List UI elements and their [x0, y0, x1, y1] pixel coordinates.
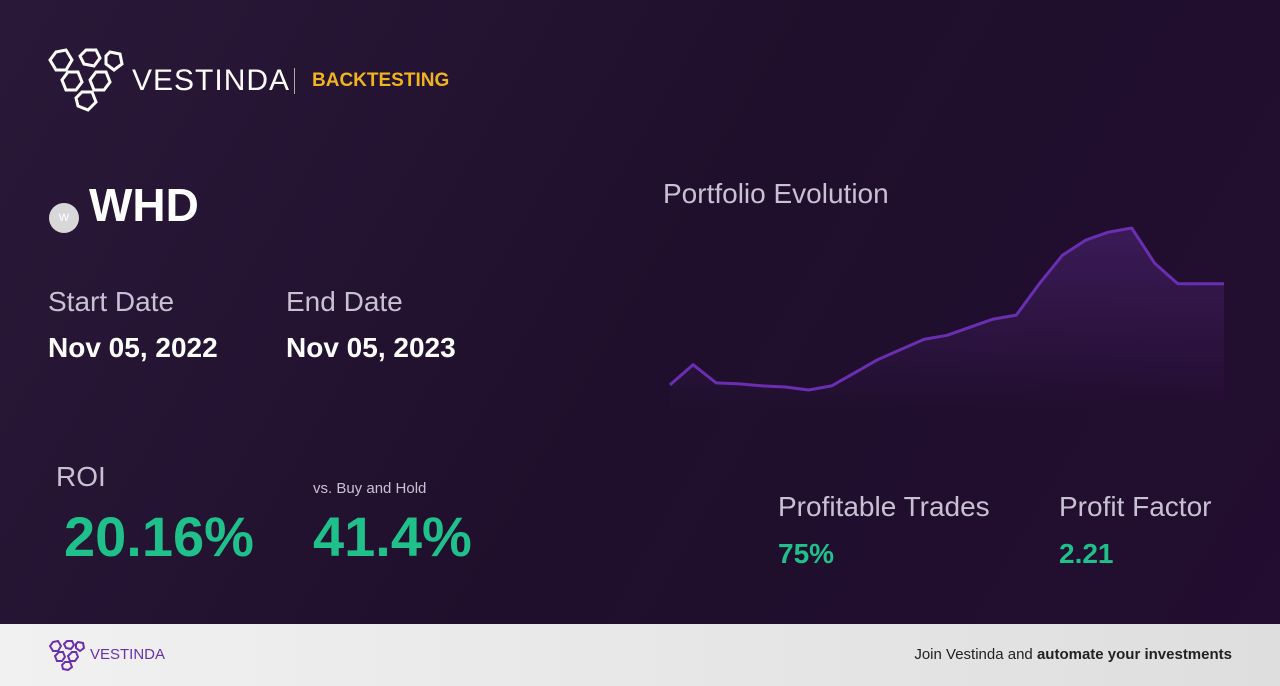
footer-text: Join Vestinda and	[914, 646, 1033, 663]
roi-value: 20.16%	[64, 505, 254, 568]
end-value: Nov 05, 2023	[286, 332, 456, 363]
chart	[669, 226, 1224, 410]
roi-label: ROI	[56, 461, 106, 492]
footer-cta: Join Vestinda and automate your investme…	[914, 646, 1232, 663]
bh-value: 41.4%	[313, 505, 472, 568]
divider	[294, 68, 295, 94]
brand: VESTINDA	[132, 64, 291, 97]
start-label: Start Date	[48, 286, 175, 317]
footer-text-bold[interactable]: automate your investments	[1036, 646, 1232, 663]
chart-title: Portfolio Evolution	[663, 178, 889, 209]
section: BACKTESTING	[312, 70, 450, 91]
end-label: End Date	[286, 286, 403, 317]
asset-icon: W	[49, 203, 79, 233]
start-value: Nov 05, 2022	[48, 332, 218, 363]
bh-label: vs. Buy and Hold	[313, 480, 427, 497]
factor-value: 2.21	[1059, 538, 1114, 569]
logo	[48, 48, 124, 112]
ticker: WHD	[89, 179, 199, 231]
trades-value: 75%	[778, 538, 835, 569]
trades-label: Profitable Trades	[778, 491, 990, 522]
line	[669, 226, 1224, 392]
footer-brand: VESTINDA	[90, 646, 166, 663]
footer-logo	[48, 639, 86, 671]
line-area	[670, 228, 1224, 410]
factor-label: Profit Factor	[1059, 491, 1212, 522]
footer: VESTINDA Join Vestinda and automate your…	[0, 624, 1280, 686]
